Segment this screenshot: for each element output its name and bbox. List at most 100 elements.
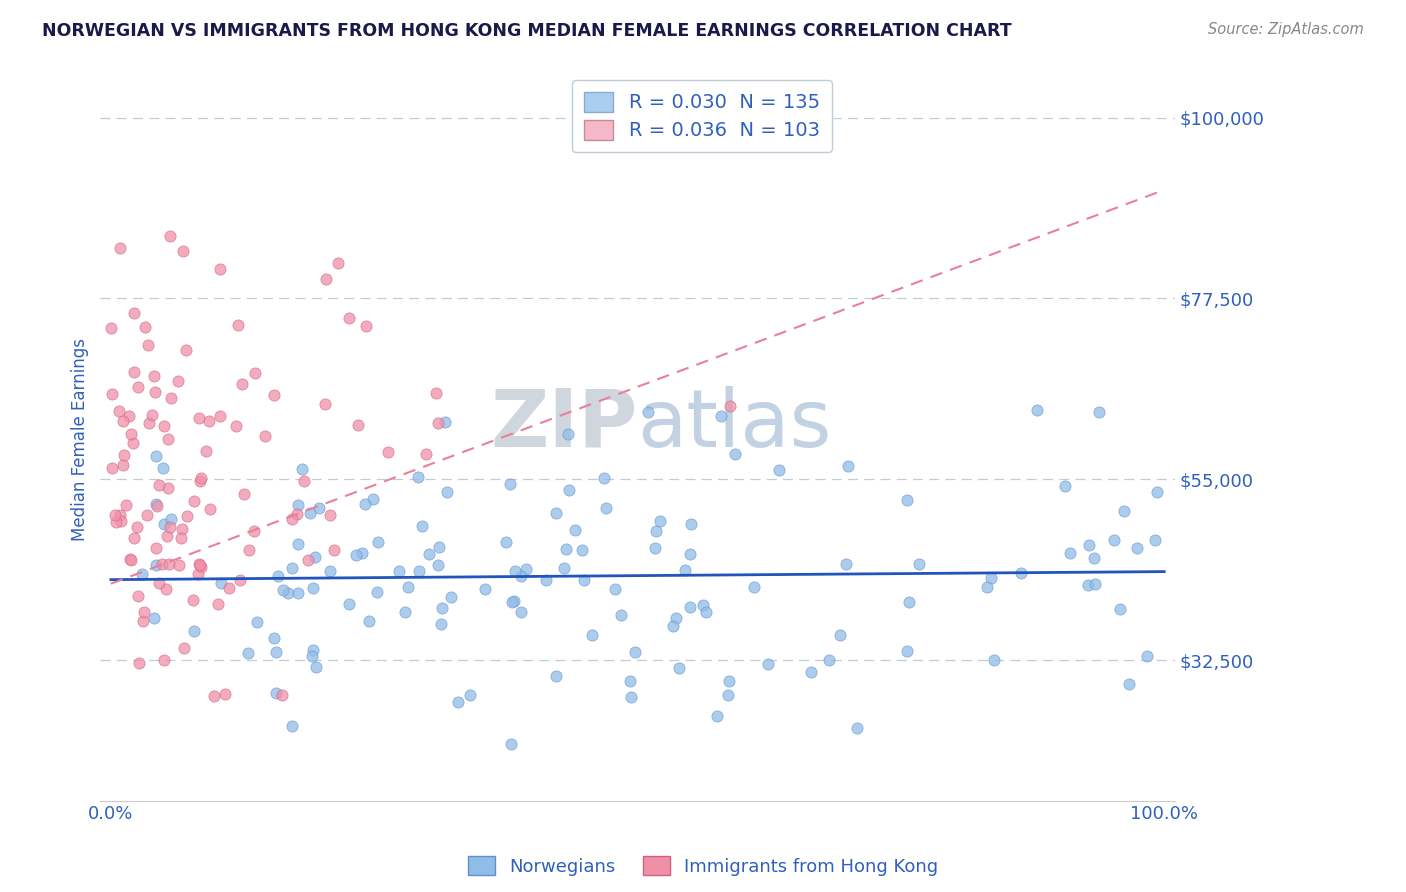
Point — [287, 537, 309, 551]
Point — [112, 448, 135, 462]
Point — [432, 601, 454, 615]
Point — [148, 478, 170, 492]
Point — [1078, 538, 1101, 552]
Point — [692, 599, 714, 613]
Point — [706, 709, 728, 723]
Point — [388, 564, 411, 578]
Point — [458, 688, 481, 702]
Point — [136, 337, 159, 351]
Point — [304, 549, 326, 564]
Point — [122, 305, 145, 319]
Point — [141, 409, 163, 423]
Point — [100, 321, 122, 335]
Point — [170, 531, 193, 545]
Point — [136, 508, 159, 522]
Point — [396, 580, 419, 594]
Point — [983, 653, 1005, 667]
Point — [717, 688, 740, 702]
Point — [308, 500, 330, 515]
Point — [233, 486, 256, 500]
Point — [157, 481, 180, 495]
Point — [207, 597, 229, 611]
Point — [337, 311, 360, 326]
Point — [1114, 504, 1136, 518]
Point — [120, 553, 142, 567]
Point — [430, 616, 453, 631]
Point — [122, 365, 145, 379]
Point — [229, 573, 252, 587]
Point — [768, 462, 790, 476]
Legend: R = 0.030  N = 135, R = 0.036  N = 103: R = 0.030 N = 135, R = 0.036 N = 103 — [572, 80, 831, 153]
Point — [110, 514, 132, 528]
Point — [1088, 405, 1111, 419]
Point — [800, 665, 823, 680]
Point — [157, 557, 180, 571]
Point — [188, 558, 211, 572]
Point — [143, 611, 166, 625]
Point — [166, 374, 188, 388]
Point — [120, 427, 142, 442]
Point — [181, 593, 204, 607]
Point — [128, 656, 150, 670]
Point — [183, 624, 205, 639]
Point — [292, 475, 315, 489]
Point — [536, 574, 558, 588]
Point — [134, 319, 156, 334]
Point — [1108, 602, 1130, 616]
Point — [581, 628, 603, 642]
Point — [209, 262, 232, 277]
Point — [354, 496, 377, 510]
Point — [145, 497, 167, 511]
Point — [198, 414, 221, 428]
Point — [756, 657, 779, 671]
Point — [394, 605, 416, 619]
Point — [1059, 545, 1081, 559]
Point — [558, 483, 581, 497]
Point — [326, 256, 349, 270]
Point — [297, 553, 319, 567]
Point — [557, 427, 579, 442]
Point — [209, 576, 232, 591]
Point — [679, 517, 702, 532]
Point — [120, 552, 142, 566]
Point — [263, 387, 285, 401]
Point — [243, 366, 266, 380]
Point — [673, 563, 696, 577]
Point — [411, 519, 433, 533]
Point — [509, 605, 531, 619]
Point — [433, 415, 456, 429]
Point — [176, 509, 198, 524]
Point — [896, 492, 918, 507]
Point — [1118, 677, 1140, 691]
Point — [287, 586, 309, 600]
Point — [225, 419, 247, 434]
Point — [271, 689, 294, 703]
Point — [610, 607, 633, 622]
Point — [546, 507, 568, 521]
Point — [302, 643, 325, 657]
Point — [101, 460, 124, 475]
Point — [976, 580, 998, 594]
Point — [1010, 566, 1032, 580]
Point — [427, 558, 450, 573]
Point — [314, 397, 336, 411]
Point — [266, 645, 288, 659]
Point — [679, 600, 702, 615]
Point — [266, 686, 288, 700]
Point — [509, 569, 531, 583]
Point — [121, 436, 143, 450]
Point — [499, 476, 522, 491]
Point — [271, 582, 294, 597]
Point — [188, 474, 211, 488]
Point — [104, 508, 127, 522]
Point — [218, 581, 240, 595]
Point — [209, 409, 232, 423]
Point — [347, 417, 370, 432]
Point — [159, 229, 181, 244]
Point — [299, 507, 322, 521]
Point — [720, 399, 742, 413]
Point — [679, 547, 702, 561]
Point — [111, 414, 134, 428]
Point — [427, 416, 450, 430]
Point — [818, 653, 841, 667]
